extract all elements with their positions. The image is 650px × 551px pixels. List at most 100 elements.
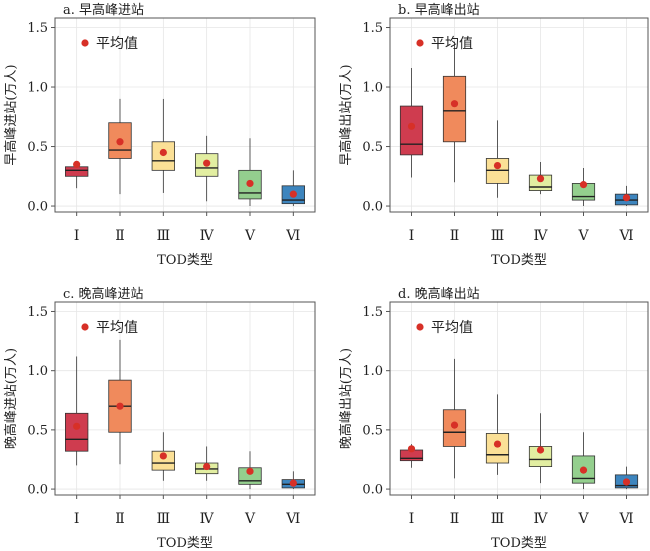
y-tick-label: 1.5 [362, 21, 383, 36]
mean-point [246, 467, 254, 475]
mean-point [450, 100, 459, 108]
chart-title: b. 早高峰出站 [398, 2, 480, 18]
box-iqr [485, 433, 510, 464]
legend-label: 平均值 [431, 36, 473, 52]
mean-point [116, 402, 124, 410]
chart-panel-2: 0.0 0.5 1.0 1.5 Ⅰ Ⅱ Ⅲ Ⅳ Ⅴ Ⅵb. 早高峰出站 TOD类型 早高峰出站(万人)… [338, 2, 649, 268]
x-tick-label: Ⅱ [450, 511, 460, 527]
chart-title: a. 早高峰进站 [63, 2, 144, 18]
mean-point [116, 138, 124, 146]
y-tick-label: 1.0 [362, 364, 383, 379]
x-tick-label: Ⅱ [115, 511, 125, 527]
plot-frame [389, 301, 649, 496]
x-tick-label: Ⅴ [244, 511, 256, 527]
box-1 [399, 444, 424, 468]
y-tick-label: 1.0 [27, 81, 48, 96]
box-3 [151, 98, 175, 193]
box-6 [614, 185, 639, 207]
mean-point [246, 179, 254, 188]
box-2 [442, 358, 467, 479]
x-axis-label: TOD类型 [491, 253, 547, 268]
chart-title: c. 晚高峰进站 [63, 286, 144, 302]
x-tick-label: Ⅵ [285, 511, 300, 527]
box-6 [614, 466, 639, 490]
plot-frame [54, 301, 316, 496]
box-6 [281, 170, 306, 207]
mean-point [203, 462, 211, 471]
mean-point [159, 148, 167, 157]
chart-panel-4: 0.0 0.5 1.0 1.5 Ⅰ Ⅱ Ⅲ Ⅳ Ⅴ Ⅵd. 晚高峰出站 TOD类型 晚高峰出站(万人)… [338, 286, 649, 551]
y-tick-label: 1.0 [27, 364, 48, 379]
legend-mean-marker [416, 323, 424, 331]
x-tick-label: Ⅲ [491, 228, 505, 244]
mean-point [203, 159, 211, 167]
box-2 [442, 41, 467, 183]
box-5 [238, 451, 262, 490]
box-4 [528, 413, 553, 484]
y-tick-label: 0.5 [27, 423, 48, 438]
box-4 [194, 446, 219, 481]
box-6 [281, 471, 306, 490]
x-tick-label: Ⅰ [74, 228, 80, 244]
x-axis-label: TOD类型 [157, 536, 213, 551]
legend-mean-marker [81, 323, 89, 331]
x-tick-label: Ⅱ [450, 228, 460, 244]
box-1 [65, 160, 89, 189]
mean-point [289, 479, 297, 487]
plot-frame [54, 17, 316, 213]
chart-title: d. 晚高峰出站 [398, 286, 480, 302]
mean-point [407, 122, 416, 130]
legend-label: 平均值 [96, 320, 138, 336]
x-tick-label: Ⅴ [577, 511, 589, 527]
y-tick-label: 1.5 [27, 305, 48, 320]
x-tick-label: Ⅰ [409, 511, 415, 527]
mean-point [450, 421, 459, 429]
x-tick-label: Ⅳ [200, 228, 215, 244]
y-tick-label: 0.5 [362, 423, 383, 438]
y-axis-label: 晚高峰进站(万人) [3, 348, 19, 449]
box-2 [108, 98, 132, 195]
box-3 [485, 120, 510, 198]
mean-point [407, 445, 416, 453]
y-tick-label: 0.0 [362, 200, 383, 215]
y-axis-label: 早高峰进站(万人) [3, 64, 19, 165]
y-tick-label: 1.0 [362, 81, 383, 96]
box-iqr [65, 412, 89, 452]
y-tick-label: 1.5 [27, 21, 48, 36]
y-tick-label: 0.0 [362, 483, 383, 498]
mean-point [289, 190, 297, 198]
box-5 [571, 432, 596, 490]
x-axis-label: TOD类型 [491, 536, 547, 551]
y-tick-label: 1.5 [362, 305, 383, 320]
box-5 [238, 138, 262, 207]
x-axis-label: TOD类型 [157, 253, 213, 268]
x-tick-label: Ⅵ [618, 511, 633, 527]
mean-point [622, 478, 631, 486]
x-tick-label: Ⅳ [200, 511, 215, 527]
y-axis-label: 晚高峰出站(万人) [338, 348, 354, 449]
mean-point [579, 466, 588, 474]
x-tick-label: Ⅵ [618, 228, 633, 244]
mean-point [73, 422, 81, 430]
x-tick-label: Ⅲ [157, 228, 171, 244]
legend-mean-marker [81, 39, 89, 47]
box-3 [151, 432, 175, 481]
x-tick-label: Ⅴ [577, 228, 589, 244]
box-3 [485, 394, 510, 475]
chart-panel-3: 0.0 0.5 1.0 1.5 Ⅰ Ⅱ Ⅲ Ⅳ Ⅴ Ⅵc. 晚高峰进站 TOD类型 晚高峰进站(万人)… [3, 286, 316, 551]
box-2 [108, 339, 132, 465]
x-tick-label: Ⅵ [285, 228, 300, 244]
plot-frame [389, 17, 649, 213]
legend-label: 平均值 [431, 320, 473, 336]
mean-point [579, 181, 588, 189]
mean-point [73, 160, 81, 168]
y-tick-label: 0.5 [27, 140, 48, 155]
legend-label: 平均值 [96, 36, 138, 52]
y-tick-label: 0.0 [27, 483, 48, 498]
x-tick-label: Ⅰ [74, 511, 80, 527]
x-tick-label: Ⅲ [157, 511, 171, 527]
mean-point [159, 452, 167, 460]
chart-panel-1: 0.0 0.5 1.0 1.5 Ⅰ Ⅱ Ⅲ Ⅳ Ⅴ Ⅵa. 早高峰进站 TOD类型 早高峰进站(万人)… [3, 2, 316, 268]
box-5 [571, 167, 596, 207]
box-iqr [442, 75, 467, 143]
